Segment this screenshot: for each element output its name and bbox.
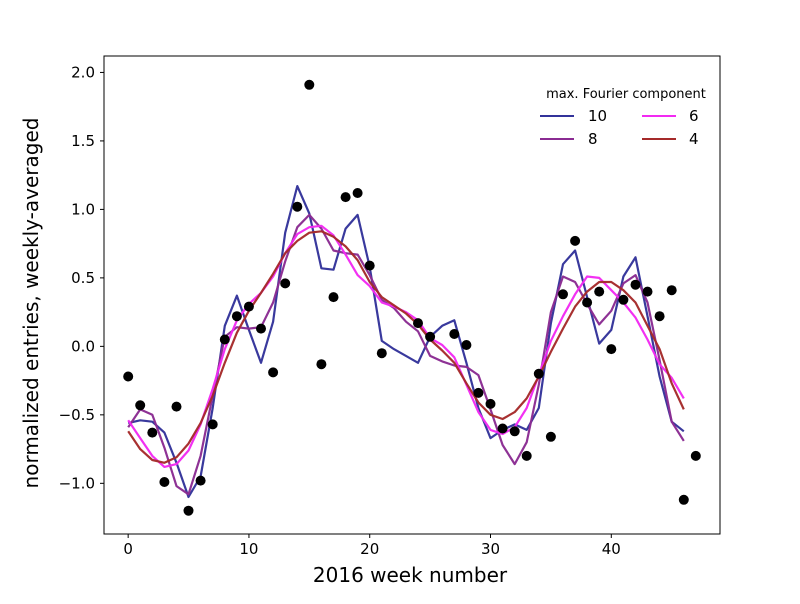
data-point (509, 426, 520, 437)
y-axis-title: normalized entries, weekly-averaged (19, 118, 43, 489)
legend-label-10: 10 (588, 107, 607, 125)
data-point (497, 423, 508, 434)
data-point (642, 286, 653, 297)
legend-label-6: 6 (689, 107, 699, 125)
data-point (268, 367, 279, 378)
data-point (654, 311, 665, 322)
legend: max. Fourier component 10 8 6 4 (540, 87, 706, 148)
data-point (231, 311, 242, 322)
scatter-layer (123, 79, 701, 516)
data-point (243, 301, 254, 312)
data-point (364, 260, 375, 271)
series-line-4 (127, 230, 685, 464)
x-tick-label: 0 (123, 540, 133, 558)
x-tick-label: 20 (360, 540, 379, 558)
data-point (376, 348, 387, 359)
y-tick-label: 1.0 (71, 200, 95, 218)
data-point (219, 334, 230, 345)
y-axis-ticks: −1.0 −0.5 0.0 0.5 1.0 1.5 2.0 (59, 63, 104, 492)
data-point (147, 427, 158, 438)
y-tick-label: 2.0 (71, 63, 95, 81)
data-point (473, 387, 484, 398)
series-line-6 (127, 224, 685, 468)
data-point (521, 450, 532, 461)
data-point (570, 235, 581, 246)
series-layer (127, 185, 685, 499)
data-point (630, 279, 641, 290)
y-tick-label: −1.0 (59, 474, 95, 492)
data-point (195, 475, 206, 486)
data-point (183, 505, 194, 516)
data-point (594, 286, 605, 297)
data-point (461, 340, 472, 350)
y-tick-label: 0.5 (71, 269, 95, 287)
data-point (485, 398, 496, 409)
data-point (618, 294, 629, 305)
data-point (159, 477, 170, 487)
x-tick-label: 10 (239, 540, 258, 558)
data-point (328, 292, 339, 303)
x-tick-label: 30 (481, 540, 500, 558)
data-point (545, 431, 556, 442)
data-point (558, 289, 568, 300)
data-point (256, 323, 266, 334)
legend-label-8: 8 (588, 130, 598, 148)
data-point (171, 401, 182, 412)
data-point (666, 285, 677, 296)
data-point (135, 400, 146, 411)
plot-frame (103, 55, 721, 535)
data-point (316, 359, 327, 370)
data-point (449, 329, 460, 339)
data-point (304, 79, 315, 90)
data-point (533, 368, 544, 379)
data-point (413, 318, 423, 329)
legend-label-4: 4 (689, 130, 699, 148)
x-axis-title: 2016 week number (313, 563, 508, 587)
data-point (352, 188, 363, 198)
data-point (678, 494, 689, 505)
data-point (582, 297, 593, 308)
data-point (207, 419, 218, 430)
legend-title: max. Fourier component (546, 87, 706, 102)
data-point (123, 371, 134, 382)
data-point (292, 201, 303, 212)
data-point (340, 192, 351, 203)
data-point (280, 278, 291, 289)
data-point (606, 344, 617, 355)
x-axis-ticks: 0 10 20 30 40 (123, 534, 621, 558)
data-point (425, 331, 436, 342)
x-tick-label: 40 (602, 540, 621, 558)
y-tick-label: 1.5 (71, 132, 95, 150)
series-line-10 (127, 185, 685, 499)
y-tick-label: 0.0 (71, 337, 95, 355)
y-tick-label: −0.5 (59, 406, 95, 424)
data-point (690, 450, 701, 461)
series-line-8 (127, 213, 685, 496)
